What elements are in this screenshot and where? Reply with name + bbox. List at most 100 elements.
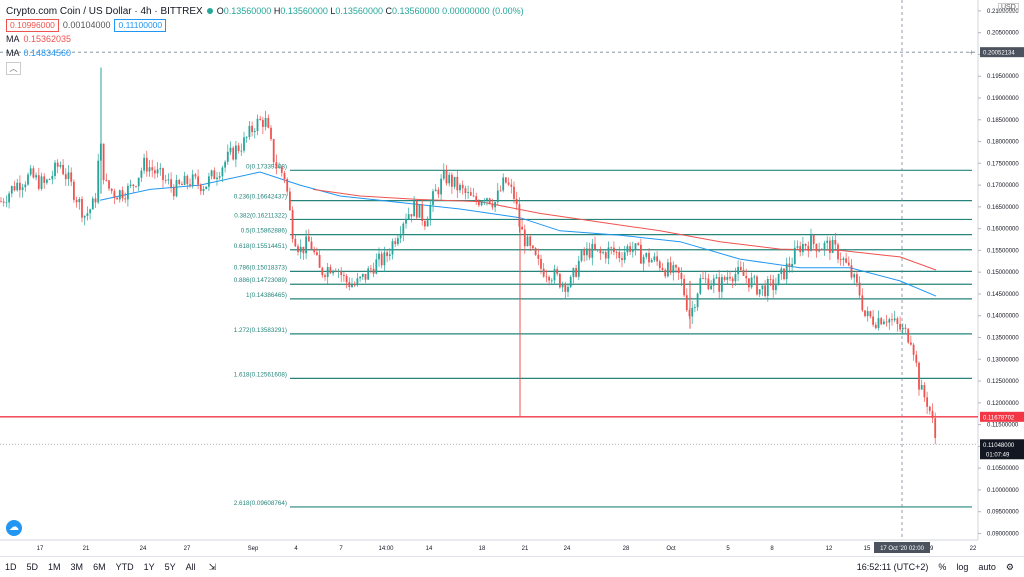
bid-button[interactable]: 0.10996000 [6, 18, 59, 32]
timeframe-5d[interactable]: 5D [26, 562, 39, 572]
candle-body [35, 175, 37, 178]
horizontal-line-price-label: 0.11678702 [983, 415, 1015, 421]
candle-body [226, 151, 229, 162]
candle-body [548, 276, 550, 281]
candle-body [588, 248, 591, 258]
symbol-title[interactable]: Crypto.com Coin / US Dollar · 4h · BITTR… [6, 5, 203, 17]
candle-body [761, 285, 764, 290]
candle-body [513, 186, 515, 199]
candle-body [275, 162, 278, 168]
candle-body [613, 247, 615, 253]
ask-button[interactable]: 0.11100000 [114, 18, 167, 32]
candle-body [359, 276, 361, 279]
candle-body [604, 252, 607, 259]
candle-body [394, 241, 397, 245]
candle-body [580, 250, 583, 261]
candle-body [445, 170, 448, 184]
candle-body [637, 243, 640, 245]
timeframe-1y[interactable]: 1Y [143, 562, 155, 572]
percent-toggle[interactable]: % [938, 562, 947, 572]
candle-body [251, 125, 253, 133]
candle-body [94, 198, 97, 203]
candle-body [901, 327, 904, 330]
candle-body [135, 186, 137, 187]
candle-body [777, 273, 780, 286]
time-tick-label: 17 [37, 546, 44, 552]
settings-gear-icon[interactable]: ⚙ [1005, 561, 1014, 572]
candle-body [796, 246, 799, 248]
price-tick-label: 0.13000000 [987, 357, 1019, 363]
ma1-label[interactable]: MA [6, 33, 20, 44]
candle-body [699, 278, 702, 294]
candle-body [199, 184, 202, 192]
price-tick-label: 0.14500000 [987, 292, 1019, 298]
candle-body [829, 240, 831, 253]
candle-body [677, 267, 680, 273]
candle-body [734, 274, 737, 282]
candle-body [324, 275, 326, 277]
candle-body [559, 273, 561, 288]
candle-body [167, 179, 170, 181]
candle-body [40, 176, 43, 189]
candle-body [812, 235, 815, 244]
timeframe-6m[interactable]: 6M [93, 562, 106, 572]
candle-body [410, 214, 413, 217]
time-tick-label: 22 [970, 546, 977, 552]
candle-body [526, 236, 529, 247]
candle-body [505, 177, 507, 183]
auto-toggle[interactable]: auto [978, 562, 996, 572]
candle-body [210, 170, 213, 177]
timeframe-1d[interactable]: 1D [5, 562, 17, 572]
candle-body [364, 273, 367, 280]
price-chart[interactable]: 0.210000000.205000000.200000000.19500000… [0, 0, 1024, 556]
candle-body [402, 223, 405, 234]
log-toggle[interactable]: log [956, 562, 969, 572]
chart-legend: Crypto.com Coin / US Dollar · 4h · BITTR… [6, 4, 524, 75]
timeframe-1m[interactable]: 1M [48, 562, 61, 572]
candle-body [321, 267, 324, 276]
candle-body [872, 316, 874, 325]
bottom-toolbar: 1D 5D 1M 3M 6M YTD 1Y 5Y All ⇲ 16:52:11 … [0, 556, 1024, 577]
candle-body [2, 201, 5, 203]
candle-body [332, 270, 334, 274]
candle-body [467, 192, 469, 194]
candle-body [453, 176, 456, 187]
currency-label[interactable]: USD [998, 3, 1019, 12]
timeframe-5y[interactable]: 5Y [164, 562, 176, 572]
timeframe-ytd[interactable]: YTD [115, 562, 134, 572]
ma2-label[interactable]: MA [6, 47, 20, 58]
timeframe-all[interactable]: All [185, 562, 196, 572]
price-tick-label: 0.12500000 [987, 379, 1019, 385]
fib-level-label: 0.786(0.15018373) [234, 264, 287, 271]
candle-body [815, 243, 818, 252]
candle-body [140, 170, 143, 178]
price-tick-label: 0.16500000 [987, 205, 1019, 211]
price-tick-label: 0.19000000 [987, 96, 1019, 102]
candle-body [224, 161, 226, 168]
candle-body [267, 117, 270, 128]
candle-body [753, 276, 756, 278]
candle-body [386, 252, 388, 257]
fib-level-label: 0.5(0.15862886) [241, 228, 287, 235]
time-tick-label: 5 [726, 546, 730, 552]
candle-body [707, 278, 710, 290]
candle-body [221, 167, 224, 177]
candle-body [205, 186, 208, 189]
candle-body [440, 178, 442, 195]
candle-body [202, 188, 205, 192]
candle-body [424, 221, 426, 227]
candle-body [653, 256, 656, 261]
candle-body [656, 256, 658, 262]
candle-body [869, 311, 872, 317]
date-range-icon[interactable]: ⇲ [208, 561, 217, 572]
candle-body [8, 193, 10, 203]
clock[interactable]: 16:52:11 (UTC+2) [856, 562, 929, 572]
candle-body [807, 245, 810, 251]
collapse-legend-icon[interactable]: ︿ [6, 62, 21, 75]
timeframe-3m[interactable]: 3M [70, 562, 84, 572]
time-tick-label: 8 [770, 546, 774, 552]
fib-level-label: 1(0.14386465) [246, 292, 287, 299]
candle-body [391, 241, 394, 255]
candle-body [113, 191, 116, 198]
candle-body [421, 204, 424, 222]
